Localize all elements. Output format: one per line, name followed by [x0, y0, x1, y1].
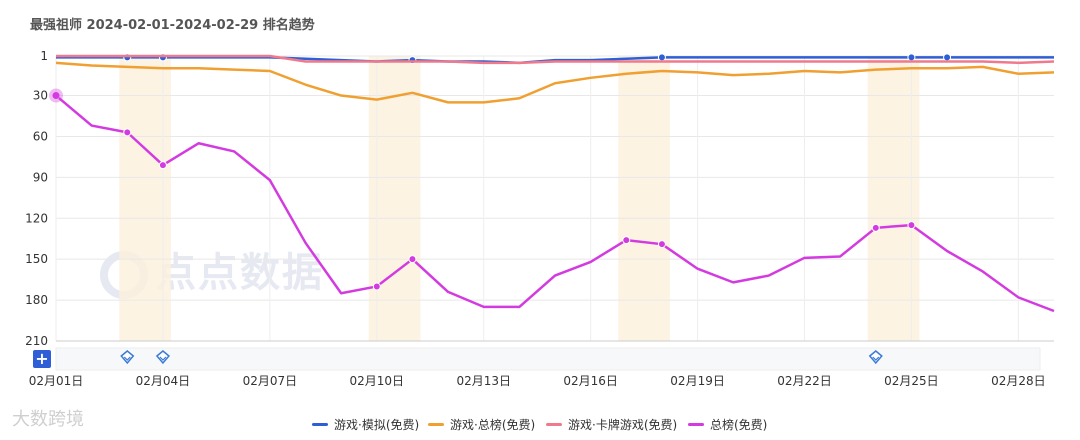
highlight-band	[119, 56, 171, 341]
x-tick-label: 02月19日	[670, 374, 725, 388]
y-tick-label: 60	[33, 129, 48, 143]
legend-item[interactable]: 游戏·卡牌游戏(免费)	[546, 416, 677, 433]
y-tick-label: 120	[25, 211, 48, 225]
x-tick-label: 02月04日	[136, 374, 191, 388]
legend-label: 游戏·卡牌游戏(免费)	[568, 418, 678, 432]
hover-point[interactable]	[52, 92, 60, 100]
data-point[interactable]	[657, 53, 666, 62]
highlight-band	[618, 56, 670, 341]
legend-label: 游戏·模拟(免费)	[334, 418, 420, 432]
x-tick-label: 02月25日	[884, 374, 939, 388]
x-tick-label: 02月16日	[563, 374, 618, 388]
y-tick-label: 1	[40, 49, 48, 63]
y-tick-label: 210	[25, 334, 48, 348]
legend-label: 总榜(免费)	[710, 418, 768, 432]
x-tick-label: 02月01日	[29, 374, 84, 388]
legend-swatch	[312, 423, 328, 426]
data-point[interactable]	[943, 53, 952, 62]
x-tick-label: 02月28日	[991, 374, 1046, 388]
data-point[interactable]	[907, 53, 916, 62]
data-point[interactable]	[408, 255, 417, 264]
series-line-3	[55, 94, 1055, 313]
data-point[interactable]	[622, 236, 631, 245]
event-strip	[55, 347, 1041, 371]
data-point[interactable]	[871, 223, 880, 232]
data-point[interactable]	[907, 221, 916, 230]
highlight-band	[368, 56, 421, 341]
y-tick-label: 30	[33, 89, 48, 103]
data-point[interactable]	[123, 128, 132, 137]
x-tick-label: 02月07日	[243, 374, 298, 388]
highlight-band	[867, 56, 920, 341]
legend-swatch	[546, 423, 562, 426]
data-point[interactable]	[372, 282, 381, 291]
series-line-1	[55, 61, 1055, 104]
x-tick-label: 02月22日	[777, 374, 832, 388]
legend-swatch	[428, 423, 444, 426]
legend-item[interactable]: 总榜(免费)	[688, 416, 767, 433]
event-marker-icon[interactable]	[120, 350, 135, 365]
legend-item[interactable]: 游戏·模拟(免费)	[312, 416, 419, 433]
data-point[interactable]	[158, 161, 167, 170]
event-marker-icon[interactable]	[868, 350, 883, 365]
legend-swatch	[688, 423, 704, 426]
legend-item[interactable]: 游戏·总榜(免费)	[428, 416, 535, 433]
watermark-corner: 大数跨境	[12, 409, 84, 430]
watermark-text: 点点数据	[156, 250, 324, 296]
data-point[interactable]	[657, 240, 666, 249]
y-tick-label: 180	[25, 293, 48, 307]
x-tick-label: 02月10日	[350, 374, 405, 388]
event-marker-icon[interactable]	[155, 350, 170, 365]
y-tick-label: 90	[33, 170, 48, 184]
chart-title: 最强祖师 2024-02-01-2024-02-29 排名趋势	[30, 18, 315, 33]
legend-label: 游戏·总榜(免费)	[450, 418, 536, 432]
series-line-2	[56, 54, 1055, 65]
x-tick-label: 02月13日	[456, 374, 511, 388]
zoom-plus-button[interactable]: +	[33, 350, 51, 368]
series-line-0	[56, 56, 1054, 65]
legend: 游戏·模拟(免费) 游戏·总榜(免费) 游戏·卡牌游戏(免费) 总榜(免费)	[0, 416, 1080, 438]
y-tick-label: 150	[25, 252, 48, 266]
